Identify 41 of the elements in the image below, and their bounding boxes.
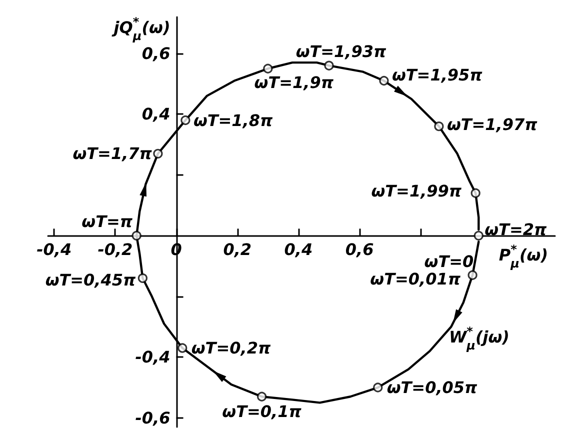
y-tick-label: 0,6: [142, 44, 170, 63]
annotation: ωT=1,7π: [72, 144, 152, 164]
annotation: ωT=0,45π: [45, 270, 136, 290]
annotation: ωT=1,97π: [446, 114, 538, 134]
point: [434, 122, 444, 132]
y-tick-label: 0,4: [142, 104, 170, 124]
annotation: ωT=0: [424, 252, 474, 272]
point: [373, 382, 383, 392]
x-tick-label: 0,4: [284, 240, 313, 260]
point: [263, 64, 273, 74]
legend-label: W$^{*}$$_{μ}$(jω): [448, 324, 510, 352]
annotation: ωT=1,99π: [371, 182, 462, 201]
point: [470, 188, 480, 198]
point: [474, 230, 484, 240]
point: [468, 270, 478, 280]
annotation: ωT=0,1π: [222, 402, 302, 422]
point: [138, 273, 148, 283]
y-tick-label: -0,4: [135, 348, 170, 367]
annotation: ωT=1,9π: [254, 73, 334, 92]
point: [257, 392, 267, 402]
point: [379, 76, 389, 86]
point: [178, 343, 188, 353]
x-tick-label: 0,6: [345, 240, 374, 260]
point: [324, 60, 334, 70]
x-tick-label: -0,2: [98, 240, 133, 260]
x-axis-title: P$^{*}$$_{μ}$(ω): [498, 242, 548, 271]
point: [132, 230, 142, 240]
annotation: ωT=1,93π: [296, 42, 387, 62]
annotation: ωT=0,2π: [191, 338, 271, 358]
y-axis-title: jQ$^{*}$$_{μ}$(ω): [110, 15, 170, 43]
annotation: ωT=1,8π: [193, 110, 274, 130]
annotation: ωT=1,95π: [392, 65, 483, 84]
x-tick-label: -0,4: [36, 240, 72, 260]
annotation: ωT=2π: [484, 220, 548, 240]
x-tick-label: 0,2: [223, 240, 252, 260]
point: [180, 115, 190, 126]
annotation: ωT=0,01π: [370, 270, 461, 289]
y-tick-label: -0,6: [135, 408, 170, 428]
annotation: ωT=π: [82, 212, 133, 232]
point: [153, 148, 163, 158]
annotation: ωT=0,05π: [386, 378, 478, 398]
